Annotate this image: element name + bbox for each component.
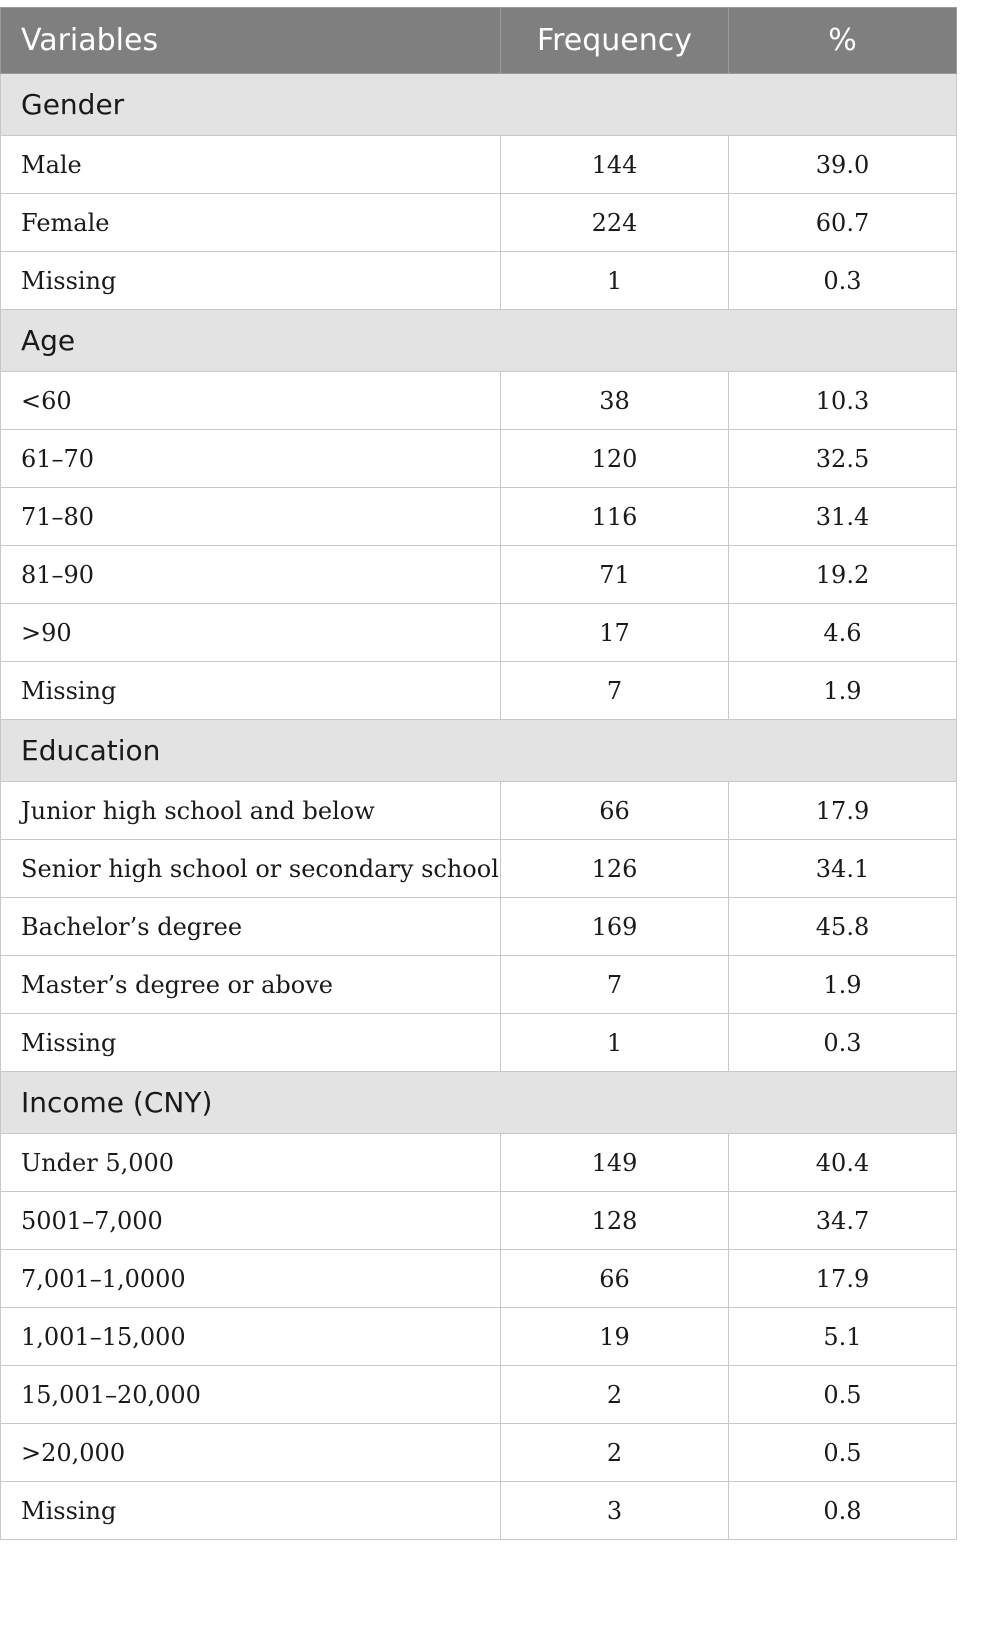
section-title: Age <box>0 309 957 372</box>
row-frequency: 7 <box>500 661 729 720</box>
row-percent: 34.7 <box>728 1191 957 1250</box>
row-percent: 1.9 <box>728 955 957 1014</box>
table-row: <60 38 10.3 <box>0 371 957 430</box>
section-row: Age <box>0 309 957 372</box>
table-row: Junior high school and below 66 17.9 <box>0 781 957 840</box>
row-label: Missing <box>0 1013 501 1072</box>
row-frequency: 224 <box>500 193 729 252</box>
table-row: Missing 7 1.9 <box>0 661 957 720</box>
table-row: 81–90 71 19.2 <box>0 545 957 604</box>
row-percent: 31.4 <box>728 487 957 546</box>
row-label: 61–70 <box>0 429 501 488</box>
row-label: >20,000 <box>0 1423 501 1482</box>
row-percent: 45.8 <box>728 897 957 956</box>
table-body: Gender Male 144 39.0 Female 224 60.7 Missing 1 0.… <box>0 73 957 1540</box>
row-percent: 40.4 <box>728 1133 957 1192</box>
row-label: 1,001–15,000 <box>0 1307 501 1366</box>
row-label: Missing <box>0 1481 501 1540</box>
section-title: Gender <box>0 73 957 136</box>
table-row: >90 17 4.6 <box>0 603 957 662</box>
row-frequency: 3 <box>500 1481 729 1540</box>
row-percent: 0.3 <box>728 1013 957 1072</box>
table-row: Under 5,000 149 40.4 <box>0 1133 957 1192</box>
header-row: Variables Frequency % <box>0 7 957 74</box>
table-row: 5001–7,000 128 34.7 <box>0 1191 957 1250</box>
row-percent: 17.9 <box>728 1249 957 1308</box>
table-row: Missing 1 0.3 <box>0 1013 957 1072</box>
row-label: 71–80 <box>0 487 501 546</box>
section-title: Income (CNY) <box>0 1071 957 1134</box>
section-title: Education <box>0 719 957 782</box>
row-label: Female <box>0 193 501 252</box>
row-percent: 17.9 <box>728 781 957 840</box>
table-header: Variables Frequency % <box>0 7 957 74</box>
table-row: 61–70 120 32.5 <box>0 429 957 488</box>
row-frequency: 144 <box>500 135 729 194</box>
row-percent: 34.1 <box>728 839 957 898</box>
row-frequency: 66 <box>500 781 729 840</box>
row-percent: 4.6 <box>728 603 957 662</box>
row-frequency: 7 <box>500 955 729 1014</box>
row-frequency: 19 <box>500 1307 729 1366</box>
row-label: 7,001–1,0000 <box>0 1249 501 1308</box>
row-frequency: 1 <box>500 1013 729 1072</box>
row-frequency: 71 <box>500 545 729 604</box>
table-row: Bachelor’s degree 169 45.8 <box>0 897 957 956</box>
row-frequency: 17 <box>500 603 729 662</box>
row-label: Male <box>0 135 501 194</box>
table-row: Senior high school or secondary school 12… <box>0 839 957 898</box>
row-frequency: 38 <box>500 371 729 430</box>
row-frequency: 2 <box>500 1423 729 1482</box>
row-label: Bachelor’s degree <box>0 897 501 956</box>
demographics-table: Variables Frequency % Gender Male 144 39.0 F… <box>0 7 957 1540</box>
table-row: 71–80 116 31.4 <box>0 487 957 546</box>
row-percent: 32.5 <box>728 429 957 488</box>
row-label: 5001–7,000 <box>0 1191 501 1250</box>
row-label: Missing <box>0 251 501 310</box>
header-variables: Variables <box>0 7 501 74</box>
row-percent: 0.8 <box>728 1481 957 1540</box>
row-label: 15,001–20,000 <box>0 1365 501 1424</box>
header-percent: % <box>728 7 957 74</box>
row-percent: 0.3 <box>728 251 957 310</box>
table-row: Master’s degree or above 7 1.9 <box>0 955 957 1014</box>
row-label: Missing <box>0 661 501 720</box>
row-frequency: 116 <box>500 487 729 546</box>
row-label: Senior high school or secondary school <box>0 839 501 898</box>
row-frequency: 66 <box>500 1249 729 1308</box>
row-percent: 0.5 <box>728 1365 957 1424</box>
row-label: Master’s degree or above <box>0 955 501 1014</box>
row-percent: 19.2 <box>728 545 957 604</box>
table-row: 7,001–1,0000 66 17.9 <box>0 1249 957 1308</box>
row-percent: 0.5 <box>728 1423 957 1482</box>
header-frequency: Frequency <box>500 7 729 74</box>
row-percent: 10.3 <box>728 371 957 430</box>
row-percent: 1.9 <box>728 661 957 720</box>
row-percent: 5.1 <box>728 1307 957 1366</box>
row-frequency: 169 <box>500 897 729 956</box>
table-row: Missing 1 0.3 <box>0 251 957 310</box>
table-row: >20,000 2 0.5 <box>0 1423 957 1482</box>
row-frequency: 120 <box>500 429 729 488</box>
table-row: Female 224 60.7 <box>0 193 957 252</box>
row-frequency: 128 <box>500 1191 729 1250</box>
table-row: Male 144 39.0 <box>0 135 957 194</box>
row-frequency: 126 <box>500 839 729 898</box>
row-label: Under 5,000 <box>0 1133 501 1192</box>
row-percent: 39.0 <box>728 135 957 194</box>
row-label: <60 <box>0 371 501 430</box>
row-frequency: 1 <box>500 251 729 310</box>
section-row: Income (CNY) <box>0 1071 957 1134</box>
row-label: >90 <box>0 603 501 662</box>
row-label: Junior high school and below <box>0 781 501 840</box>
table-row: Missing 3 0.8 <box>0 1481 957 1540</box>
table-row: 15,001–20,000 2 0.5 <box>0 1365 957 1424</box>
row-label: 81–90 <box>0 545 501 604</box>
section-row: Gender <box>0 73 957 136</box>
section-row: Education <box>0 719 957 782</box>
row-percent: 60.7 <box>728 193 957 252</box>
row-frequency: 2 <box>500 1365 729 1424</box>
table-row: 1,001–15,000 19 5.1 <box>0 1307 957 1366</box>
row-frequency: 149 <box>500 1133 729 1192</box>
